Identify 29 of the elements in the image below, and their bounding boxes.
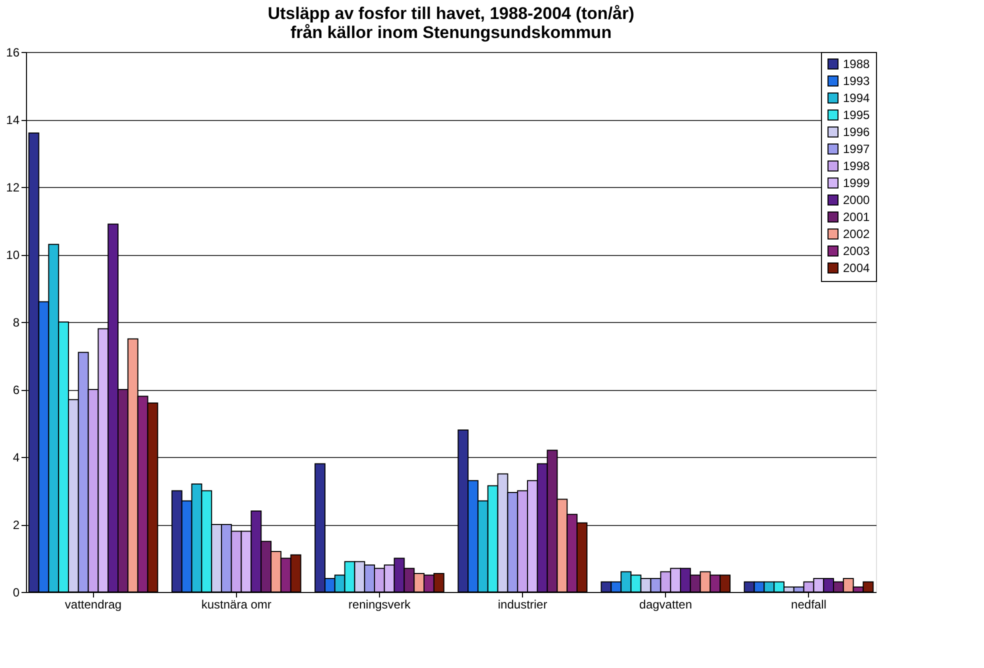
legend-label: 1999 — [843, 176, 870, 190]
legend-label: 2002 — [843, 227, 870, 241]
legend-label: 1993 — [843, 74, 870, 88]
y-tick-label: 8 — [12, 316, 20, 330]
y-tick-label: 12 — [6, 180, 20, 194]
y-tick-label: 10 — [6, 248, 20, 262]
y-tick-label: 4 — [12, 450, 20, 464]
x-tick-label: reningsverk — [348, 598, 412, 612]
legend-label: 1994 — [843, 91, 870, 105]
legend-label: 1996 — [843, 125, 870, 139]
y-tick-label: 16 — [6, 46, 20, 60]
y-tick-label: 2 — [12, 518, 20, 532]
chart-title: Utsläpp av fosfor till havet, 1988-2004 (ton/år) från källor inom Stenungsundskommun — [268, 4, 634, 42]
legend-label: 2000 — [843, 193, 870, 207]
y-tick-label: 6 — [12, 383, 20, 397]
legend-label: 1995 — [843, 108, 870, 122]
legend-label: 2003 — [843, 244, 870, 258]
legend-label: 2001 — [843, 210, 870, 224]
x-tick-label: industrier — [498, 598, 548, 612]
x-tick-label: dagvatten — [639, 598, 692, 612]
y-tick-label: 14 — [6, 113, 20, 127]
legend-label: 1988 — [843, 57, 870, 71]
x-tick-label: nedfall — [791, 598, 826, 612]
x-tick-label: kustnära omr — [201, 598, 272, 612]
x-tick-label: vattendrag — [64, 598, 122, 612]
legend-label: 2004 — [843, 261, 870, 275]
legend-label: 1997 — [843, 142, 870, 156]
legend-label: 1998 — [843, 159, 870, 173]
y-tick-label: 0 — [12, 586, 20, 600]
